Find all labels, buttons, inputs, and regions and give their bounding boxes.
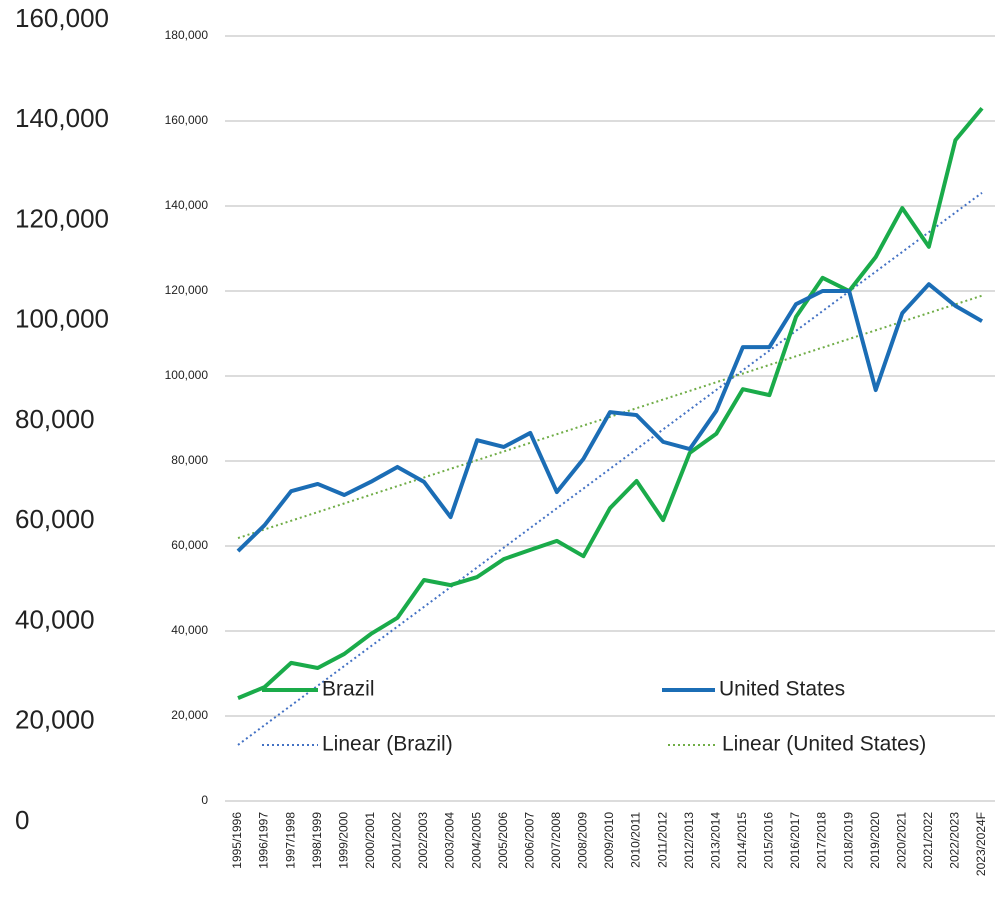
x-tick-label: 2001/2002: [390, 812, 404, 869]
x-tick-label: 2013/2014: [708, 812, 722, 869]
x-tick-label: 2023/2024F: [974, 812, 988, 876]
x-tick-label: 2018/2019: [841, 812, 855, 869]
x-tick-label: 1996/1997: [257, 812, 271, 869]
trendline: [237, 191, 983, 746]
x-tick-label: 2002/2003: [416, 812, 430, 869]
x-tick-label: 2020/2021: [894, 812, 908, 869]
x-tick-label: 2016/2017: [788, 812, 802, 869]
legend-label: Brazil: [322, 678, 375, 701]
x-tick-label: 2010/2011: [629, 812, 643, 868]
y-tick-label: 120,000: [165, 283, 209, 297]
x-tick-label: 2014/2015: [735, 812, 749, 869]
x-tick-label: 2003/2004: [443, 812, 457, 869]
y2-tick-label: 60,000: [15, 504, 95, 534]
y-tick-label: 60,000: [171, 538, 208, 552]
legend-label: Linear (Brazil): [322, 733, 453, 756]
x-tick-label: 2006/2007: [522, 812, 536, 869]
legend-label: United States: [719, 678, 845, 701]
y2-tick-label: 80,000: [15, 404, 95, 434]
y-tick-label: 160,000: [165, 113, 209, 127]
x-tick-label: 2004/2005: [469, 812, 483, 869]
y2-tick-label: 0: [15, 805, 29, 835]
y2-tick-label: 100,000: [15, 304, 109, 334]
y2-tick-label: 40,000: [15, 604, 95, 634]
x-tick-label: 2007/2008: [549, 812, 563, 869]
x-tick-label: 1999/2000: [336, 812, 350, 869]
x-tick-label: 1995/1996: [230, 812, 244, 869]
x-tick-label: 2021/2022: [921, 812, 935, 869]
trendline: [237, 294, 983, 540]
y2-tick-label: 160,000: [15, 3, 109, 33]
y2-tick-label: 20,000: [15, 705, 95, 735]
x-tick-label: 2022/2023: [948, 812, 962, 869]
x-tick-label: 2008/2009: [576, 812, 590, 869]
y-tick-label: 40,000: [171, 623, 208, 637]
y-tick-label: 180,000: [165, 28, 209, 42]
y-tick-label: 20,000: [171, 708, 208, 722]
x-tick-label: 2017/2018: [815, 812, 829, 869]
y2-tick-label: 120,000: [15, 203, 109, 233]
y-tick-label: 0: [201, 793, 208, 807]
x-tick-label: 2012/2013: [682, 812, 696, 869]
x-tick-label: 2019/2020: [868, 812, 882, 869]
series-line: [236, 282, 983, 553]
x-tick-label: 2009/2010: [602, 812, 616, 869]
y-tick-label: 140,000: [165, 198, 209, 212]
y-tick-label: 80,000: [171, 453, 208, 467]
x-tick-label: 2011/2012: [655, 812, 669, 868]
y-tick-label: 100,000: [165, 368, 209, 382]
series-line: [237, 106, 984, 700]
legend-label: Linear (United States): [722, 733, 926, 756]
x-tick-label: 2015/2016: [762, 812, 776, 869]
x-tick-label: 2000/2001: [363, 812, 377, 869]
x-tick-label: 1998/1999: [310, 812, 324, 869]
x-tick-label: 1997/1998: [283, 812, 297, 869]
y2-tick-label: 140,000: [15, 103, 109, 133]
x-tick-label: 2005/2006: [496, 812, 510, 869]
